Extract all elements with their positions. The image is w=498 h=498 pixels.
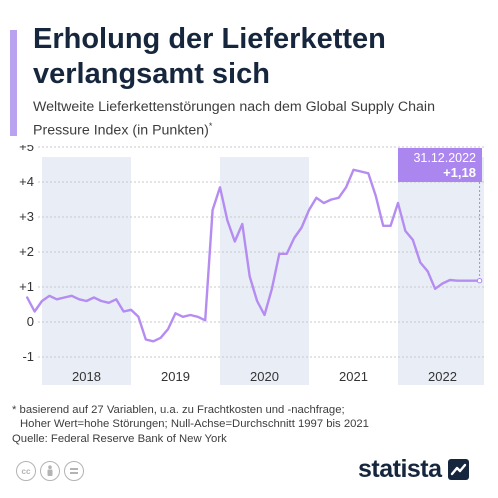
x-year-label: 2018	[72, 369, 101, 384]
person-icon[interactable]	[40, 461, 60, 481]
source-text: Quelle: Federal Reserve Bank of New York	[12, 433, 227, 445]
x-year-label: 2022	[428, 369, 457, 384]
y-tick-label: +1	[19, 279, 34, 294]
series-line	[26, 168, 481, 343]
footnote: * basierend auf 27 Variablen, u.a. zu Fr…	[12, 403, 492, 431]
callout-value: +1,18	[443, 165, 476, 180]
year-band-2022	[398, 157, 484, 385]
chart-subtitle: Weltweite Lieferkettenstörungen nach dem…	[33, 98, 493, 141]
title-accent-bar	[10, 30, 17, 136]
brand-name: statista	[358, 455, 442, 483]
footnote-line-1: * basierend auf 27 Variablen, u.a. zu Fr…	[12, 404, 345, 416]
y-axis-tick-labels: +5 +4 +3 +2 +1 0 -1	[19, 145, 34, 364]
year-band-2018	[42, 157, 131, 385]
x-year-label: 2019	[161, 369, 190, 384]
x-axis-year-labels: 2018 2019 2020 2021 2022	[72, 369, 457, 384]
subtitle-text: Weltweite Lieferkettenstörungen nach dem…	[33, 99, 435, 139]
callout-end-point	[476, 278, 483, 284]
x-year-label: 2021	[339, 369, 368, 384]
equal-icon[interactable]	[64, 461, 84, 481]
y-tick-label: +4	[19, 174, 34, 189]
year-bands	[42, 157, 484, 385]
cc-icon[interactable]: cc	[16, 461, 36, 481]
x-year-label: 2020	[250, 369, 279, 384]
y-tick-label: -1	[22, 349, 34, 364]
y-tick-label: +2	[19, 244, 34, 259]
statista-logo[interactable]: statista	[358, 455, 469, 484]
year-band-2020	[220, 157, 309, 385]
callout-date: 31.12.2022	[413, 151, 476, 165]
callout-box	[398, 148, 482, 182]
supply-chain-line-chart: +5 +4 +3 +2 +1 0 -1 2018 2019 2020 2021 2022 31.12…	[19, 145, 484, 385]
subtitle-footnote-marker: *	[208, 121, 213, 131]
y-tick-label: +5	[19, 145, 34, 154]
statista-mark-icon	[447, 459, 469, 480]
series-line-group	[26, 168, 481, 343]
license-icons: cc	[16, 461, 84, 481]
footnote-line-2: Hoher Wert=hohe Störungen; Null-Achse=Du…	[20, 418, 369, 430]
y-tick-label: 0	[27, 314, 34, 329]
end-value-callout: 31.12.2022+1,18	[398, 148, 483, 284]
y-tick-label: +3	[19, 209, 34, 224]
page-title: Erholung der Lieferketten verlangsamt si…	[33, 23, 386, 90]
